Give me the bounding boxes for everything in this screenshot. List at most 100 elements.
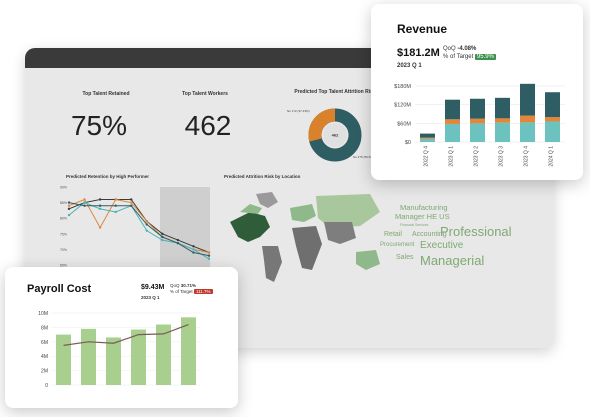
map-russia-asia [316,194,380,228]
retention-point [67,204,71,207]
payroll-qoq-label: QoQ [170,283,180,288]
revenue-bar-segment [495,122,510,142]
y-tick-label: 75% [60,232,67,236]
revenue-bar-segment [470,118,485,124]
map-africa [292,226,322,270]
payroll-amount: $9.43M [141,284,165,291]
payroll-bar [56,334,71,385]
revenue-period: 2023 Q 1 [397,63,422,69]
revenue-bar-segment [420,138,435,142]
word-cloud-term: Accounting [412,231,447,238]
payroll-target-badge: 111.7% [193,289,213,294]
payroll-bar [131,329,146,385]
x-tick-label: 2023 Q 4 [524,146,530,167]
kpi-value-retained: 75% [70,110,128,141]
revenue-qoq: QoQ -4.08% [443,46,476,52]
payroll-target: % of Target 111.7% [170,289,213,294]
retention-point [145,220,148,223]
payroll-bar [156,324,171,385]
map-north-america [230,212,270,242]
revenue-bar-segment [420,133,435,138]
retention-point [114,210,117,214]
revenue-card: Revenue $181.2M QoQ -4.08% % of Target 9… [371,4,583,180]
revenue-target-label: % of Target [443,54,474,60]
revenue-bar-segment [495,97,510,119]
y-tick-label: $120M [394,103,411,109]
revenue-title: Revenue [397,22,448,36]
revenue-bar-segment [545,121,560,142]
retention-chart-title: Predicted Retention by High Performer [66,174,150,179]
revenue-amount: $181.2M [397,47,440,59]
revenue-qoq-value: -4.08% [457,46,477,52]
donut-label-no: No 172 (37.23%) [287,109,310,113]
y-tick-label: 6M [41,340,48,346]
y-tick-label: 70% [60,248,67,252]
donut-center-value: 462 [332,133,339,138]
retention-point [67,207,71,211]
attrition-donut-title: Predicted Top Talent Attrition Risk [294,89,376,95]
retention-point [67,201,71,204]
retention-point [176,241,180,245]
word-cloud-term: Professional [440,224,512,239]
retention-point [192,245,195,248]
x-tick-label: 2023 Q 1 [449,146,455,167]
word-cloud-term: Executive [420,240,464,251]
retention-point [192,248,195,251]
industry-word-cloud: Manufacturing Manager HE US Financial Serv… [380,198,550,288]
revenue-bar-segment [445,119,460,124]
revenue-qoq-label: QoQ [443,46,456,52]
retention-point [114,198,117,201]
y-tick-label: $60M [397,121,411,127]
revenue-bar-segment [445,123,460,142]
y-tick-label: 4M [41,354,48,360]
revenue-bar-segment [520,83,535,116]
retention-point [207,257,211,260]
y-tick-label: 90% [60,186,67,190]
map-south-asia [324,222,356,244]
retention-point [98,204,102,207]
word-cloud-term: Sales [396,254,414,261]
word-cloud-term: Procurement [380,242,415,248]
payroll-trend-line [63,323,189,346]
y-tick-label: 8M [41,325,48,331]
revenue-bar-segment [545,92,560,118]
map-south-america [262,246,282,282]
kpi-title-workers: Top Talent Workers [182,91,228,97]
retention-point [98,207,102,211]
retention-point [161,238,164,242]
revenue-bar-segment [495,118,510,123]
retention-point [83,204,86,207]
word-cloud-term: Retail [384,231,402,238]
word-cloud-term: Managerial [420,253,485,268]
retention-point [192,251,195,254]
x-tick-label: 2023 Q 3 [499,146,505,167]
kpi-title-retained: Top Talent Retained [82,91,130,97]
payroll-bar [106,337,121,385]
retention-point [83,198,86,201]
revenue-bar-segment [470,98,485,119]
payroll-bar [181,317,196,385]
payroll-bar-chart: 0 2M 4M 6M 8M 10M [38,311,201,389]
retention-point [83,201,86,204]
payroll-card: Payroll Cost $9.43M QoQ 30.71% % of Targ… [5,267,238,408]
x-tick-label: 2024 Q 1 [549,146,555,167]
retention-point [207,251,211,254]
retention-line-chart: 90% 85% 80% 75% 70% 65% [60,186,211,273]
map-greenland [256,192,278,208]
payroll-qoq-value: 30.71% [180,283,197,288]
forecast-shading [160,187,210,273]
revenue-bar-segment [445,99,460,120]
x-tick-label: 2023 Q 2 [474,146,480,167]
word-cloud-term: Financial Services [400,223,429,227]
payroll-qoq: QoQ 30.71% [170,283,196,288]
retention-point [67,213,71,217]
revenue-bar-segment [520,115,535,123]
retention-point [98,198,102,201]
revenue-bar-segment [520,122,535,142]
revenue-bar-chart: $0 $60M $120M $180M 2022 Q 4 2023 Q 1 2023 Q 2… [394,83,565,167]
donut-center [323,123,347,147]
retention-series-line [68,198,210,253]
y-tick-label: 2M [41,369,48,375]
retention-series-line [68,202,210,257]
